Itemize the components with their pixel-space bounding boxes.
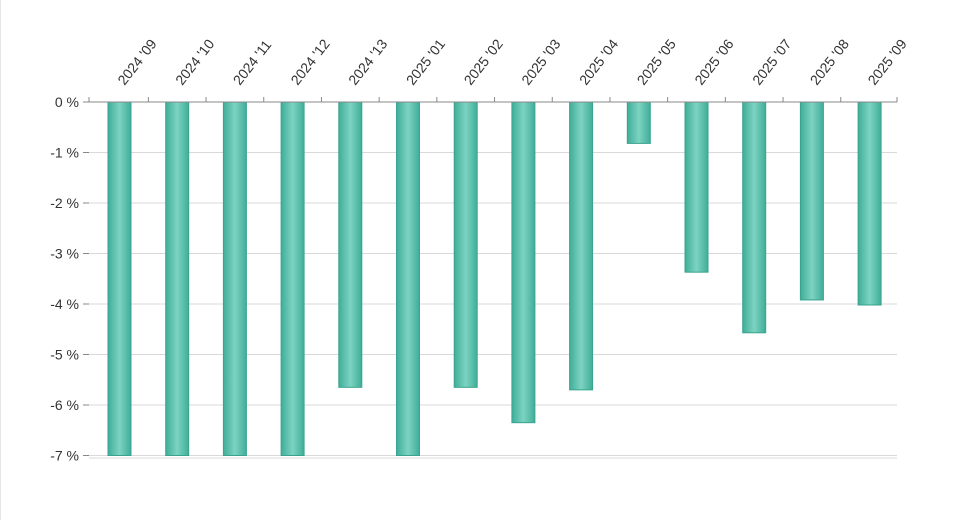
x-tick-label: 2025 '03 [518, 36, 564, 88]
x-tick-label: 2025 '07 [749, 36, 795, 88]
bar-202503[interactable] [511, 101, 536, 424]
bar-202504[interactable] [569, 101, 594, 391]
y-tick-label: -6 % [50, 397, 79, 413]
x-tick-label: 2025 '04 [576, 36, 622, 88]
bars [107, 101, 882, 456]
gridlines [83, 101, 897, 459]
bar-202506[interactable] [684, 101, 709, 273]
x-tick-label: 2025 '02 [460, 36, 506, 88]
y-tick-label: -3 % [50, 246, 79, 262]
y-tick-labels: 0 % -1 % -2 % -3 % -4 % -5 % -6 % -7 % [50, 94, 79, 464]
bar-202412[interactable] [280, 101, 305, 456]
bar-202413[interactable] [338, 101, 363, 388]
y-tick-label: -5 % [50, 347, 79, 363]
bar-202411[interactable] [222, 101, 247, 456]
bar-202505[interactable] [626, 101, 651, 144]
x-tick-label: 2024 '13 [345, 36, 391, 88]
y-tick-label: -1 % [50, 145, 79, 161]
x-tick-label: 2024 '12 [287, 36, 333, 88]
x-tick-label: 2025 '01 [403, 36, 449, 88]
x-tick-label: 2025 '09 [864, 36, 910, 88]
axes [88, 97, 898, 103]
y-tick-label: -4 % [50, 296, 79, 312]
bar-202509[interactable] [857, 101, 882, 306]
bar-202508[interactable] [799, 101, 824, 301]
bar-202409[interactable] [107, 101, 132, 456]
x-tick-label: 2024 '09 [114, 36, 160, 88]
y-tick-label: -2 % [50, 195, 79, 211]
x-tick-label: 2025 '06 [691, 36, 737, 88]
bar-202501[interactable] [396, 101, 420, 456]
x-tick-label: 2025 '08 [807, 36, 853, 88]
bar-202410[interactable] [165, 101, 190, 456]
x-tick-labels: 2024 '09 2024 '10 2024 '11 2024 '12 2024 '13… [114, 36, 910, 88]
x-tick-label: 2024 '10 [172, 36, 218, 88]
bar-202502[interactable] [453, 101, 478, 388]
x-tick-label: 2025 '05 [634, 36, 680, 88]
y-tick-label: -7 % [50, 448, 79, 464]
bar-202507[interactable] [742, 101, 767, 334]
y-tick-label: 0 % [55, 94, 79, 110]
x-tick-label: 2024 '11 [230, 37, 275, 88]
